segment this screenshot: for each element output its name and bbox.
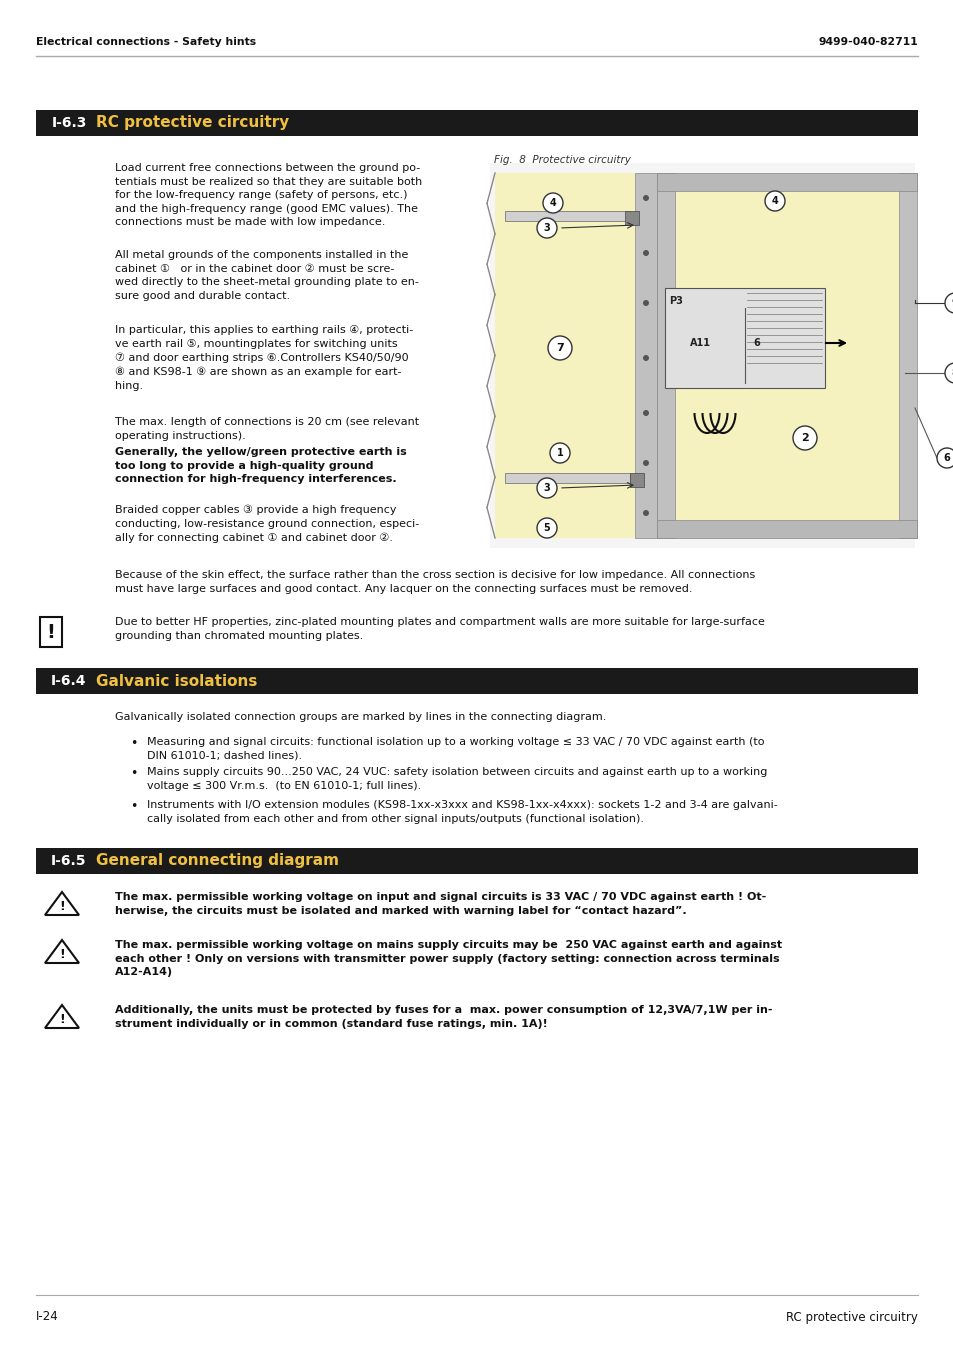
- Circle shape: [537, 217, 557, 238]
- Circle shape: [642, 355, 648, 360]
- Text: I-6.4: I-6.4: [51, 674, 87, 688]
- Text: Additionally, the units must be protected by fuses for a  max. power consumption: Additionally, the units must be protecte…: [115, 1004, 772, 1029]
- Circle shape: [537, 478, 557, 498]
- Bar: [490, 163, 914, 548]
- Bar: [36, 848, 917, 873]
- Bar: [657, 520, 916, 539]
- Text: 9499-040-82711: 9499-040-82711: [818, 36, 917, 47]
- Text: !: !: [59, 948, 65, 961]
- Text: Electrical connections - Safety hints: Electrical connections - Safety hints: [36, 36, 255, 47]
- Bar: [675, 173, 898, 539]
- Text: The max. length of connections is 20 cm (see relevant
operating instructions).: The max. length of connections is 20 cm …: [115, 417, 418, 440]
- Text: Generally, the yellow/green protective earth is
too long to provide a high-quali: Generally, the yellow/green protective e…: [115, 447, 406, 485]
- Text: Braided copper cables ③ provide a high frequency
conducting, low-resistance grou: Braided copper cables ③ provide a high f…: [115, 505, 418, 543]
- Text: Mains supply circuits 90...250 VAC, 24 VUC: safety isolation between circuits an: Mains supply circuits 90...250 VAC, 24 V…: [147, 767, 766, 791]
- Bar: [657, 173, 916, 190]
- Text: 7: 7: [556, 343, 563, 352]
- Text: 3: 3: [543, 483, 550, 493]
- Bar: [504, 211, 629, 221]
- Text: Galvanic isolations: Galvanic isolations: [96, 674, 257, 688]
- Bar: [624, 211, 639, 225]
- Circle shape: [642, 250, 648, 256]
- Bar: [629, 472, 643, 487]
- Text: General connecting diagram: General connecting diagram: [96, 853, 338, 868]
- Text: RC protective circuitry: RC protective circuitry: [785, 1311, 917, 1323]
- Text: The max. permissible working voltage on mains supply circuits may be  250 VAC ag: The max. permissible working voltage on …: [115, 940, 781, 977]
- Text: RC protective circuitry: RC protective circuitry: [96, 116, 289, 131]
- Text: •: •: [130, 737, 137, 751]
- Text: 9: 9: [951, 298, 953, 308]
- Circle shape: [537, 518, 557, 539]
- Text: I-6.5: I-6.5: [51, 855, 87, 868]
- Text: 6: 6: [752, 338, 759, 348]
- Circle shape: [642, 194, 648, 201]
- Text: 5: 5: [543, 522, 550, 533]
- Text: •: •: [130, 801, 137, 813]
- Text: Load current free connections between the ground po-
tentials must be realized s: Load current free connections between th…: [115, 163, 422, 227]
- Text: 1: 1: [556, 448, 563, 458]
- Bar: [635, 173, 657, 539]
- Text: !: !: [59, 900, 65, 913]
- Text: •: •: [130, 767, 137, 780]
- Text: A11: A11: [689, 338, 710, 348]
- Text: !: !: [47, 622, 55, 641]
- Circle shape: [944, 293, 953, 313]
- Text: 8: 8: [950, 369, 953, 378]
- Polygon shape: [45, 892, 79, 915]
- Text: Because of the skin effect, the surface rather than the cross section is decisiv: Because of the skin effect, the surface …: [115, 570, 755, 594]
- Text: Fig.  8  Protective circuitry: Fig. 8 Protective circuitry: [494, 155, 630, 165]
- Bar: [657, 173, 675, 539]
- Circle shape: [642, 460, 648, 466]
- Bar: [40, 617, 62, 647]
- Circle shape: [936, 448, 953, 468]
- Text: All metal grounds of the components installed in the
cabinet ①   or in the cabin: All metal grounds of the components inst…: [115, 250, 418, 301]
- Text: Measuring and signal circuits: functional isolation up to a working voltage ≤ 33: Measuring and signal circuits: functiona…: [147, 737, 763, 760]
- Text: In particular, this applies to earthing rails ④, protecti-
ve earth rail ⑤, moun: In particular, this applies to earthing …: [115, 325, 413, 390]
- Bar: [898, 173, 916, 539]
- Circle shape: [642, 510, 648, 516]
- Text: Instruments with I/O extension modules (KS98-1xx-x3xxx and KS98-1xx-x4xxx): sock: Instruments with I/O extension modules (…: [147, 801, 777, 824]
- Circle shape: [642, 300, 648, 306]
- Circle shape: [542, 193, 562, 213]
- Bar: [504, 472, 629, 483]
- Circle shape: [550, 443, 569, 463]
- Circle shape: [944, 363, 953, 383]
- Circle shape: [547, 336, 572, 360]
- Text: I-24: I-24: [36, 1311, 59, 1323]
- Circle shape: [792, 427, 816, 450]
- Text: !: !: [59, 1012, 65, 1026]
- Text: I-6.3: I-6.3: [51, 116, 87, 130]
- Bar: [664, 288, 824, 387]
- Text: The max. permissible working voltage on input and signal circuits is 33 VAC / 70: The max. permissible working voltage on …: [115, 892, 765, 915]
- Polygon shape: [45, 940, 79, 963]
- Polygon shape: [45, 1004, 79, 1027]
- Circle shape: [642, 410, 648, 416]
- Text: 3: 3: [543, 223, 550, 234]
- Text: 4: 4: [771, 196, 778, 207]
- Text: Galvanically isolated connection groups are marked by lines in the connecting di: Galvanically isolated connection groups …: [115, 711, 606, 722]
- Bar: [36, 109, 917, 136]
- Text: Due to better HF properties, zinc-plated mounting plates and compartment walls a: Due to better HF properties, zinc-plated…: [115, 617, 764, 641]
- Text: 6: 6: [943, 454, 949, 463]
- Bar: [36, 668, 917, 694]
- Text: 4: 4: [549, 198, 556, 208]
- Bar: [495, 173, 635, 539]
- Text: 2: 2: [801, 433, 808, 443]
- Text: P3: P3: [668, 296, 682, 306]
- Circle shape: [764, 190, 784, 211]
